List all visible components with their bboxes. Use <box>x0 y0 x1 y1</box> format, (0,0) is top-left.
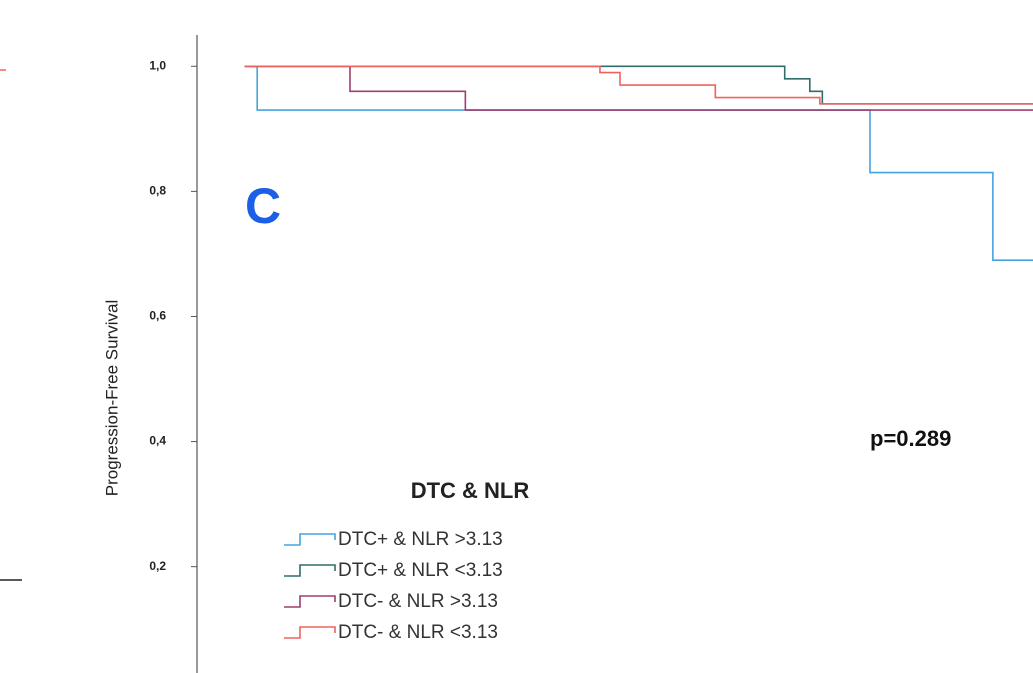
survival-curve <box>244 65 1033 105</box>
legend-swatch <box>284 533 336 546</box>
legend-title: DTC & NLR <box>411 478 530 503</box>
annotation: p=0.289 <box>870 426 951 451</box>
legend-swatch <box>284 564 336 577</box>
y-tick-label: 0,4 <box>149 434 166 448</box>
legend-swatch <box>284 626 336 639</box>
legend-label: DTC- & NLR >3.13 <box>338 591 498 612</box>
y-axis-label: Progression-Free Survival <box>102 300 121 497</box>
y-tick-label: 0,2 <box>149 559 166 573</box>
legend-label: DTC- & NLR <3.13 <box>338 622 498 643</box>
survival-curve <box>244 65 1033 261</box>
y-tick-label: 0,8 <box>149 184 166 198</box>
y-tick-label: 0,6 <box>149 309 166 323</box>
legend-swatch <box>284 595 336 608</box>
survival-curve <box>244 65 1033 105</box>
legend-label: DTC+ & NLR >3.13 <box>338 529 503 550</box>
legend-label: DTC+ & NLR <3.13 <box>338 560 503 581</box>
y-tick-label: 1,0 <box>149 58 166 72</box>
panel-label: C <box>245 178 281 234</box>
